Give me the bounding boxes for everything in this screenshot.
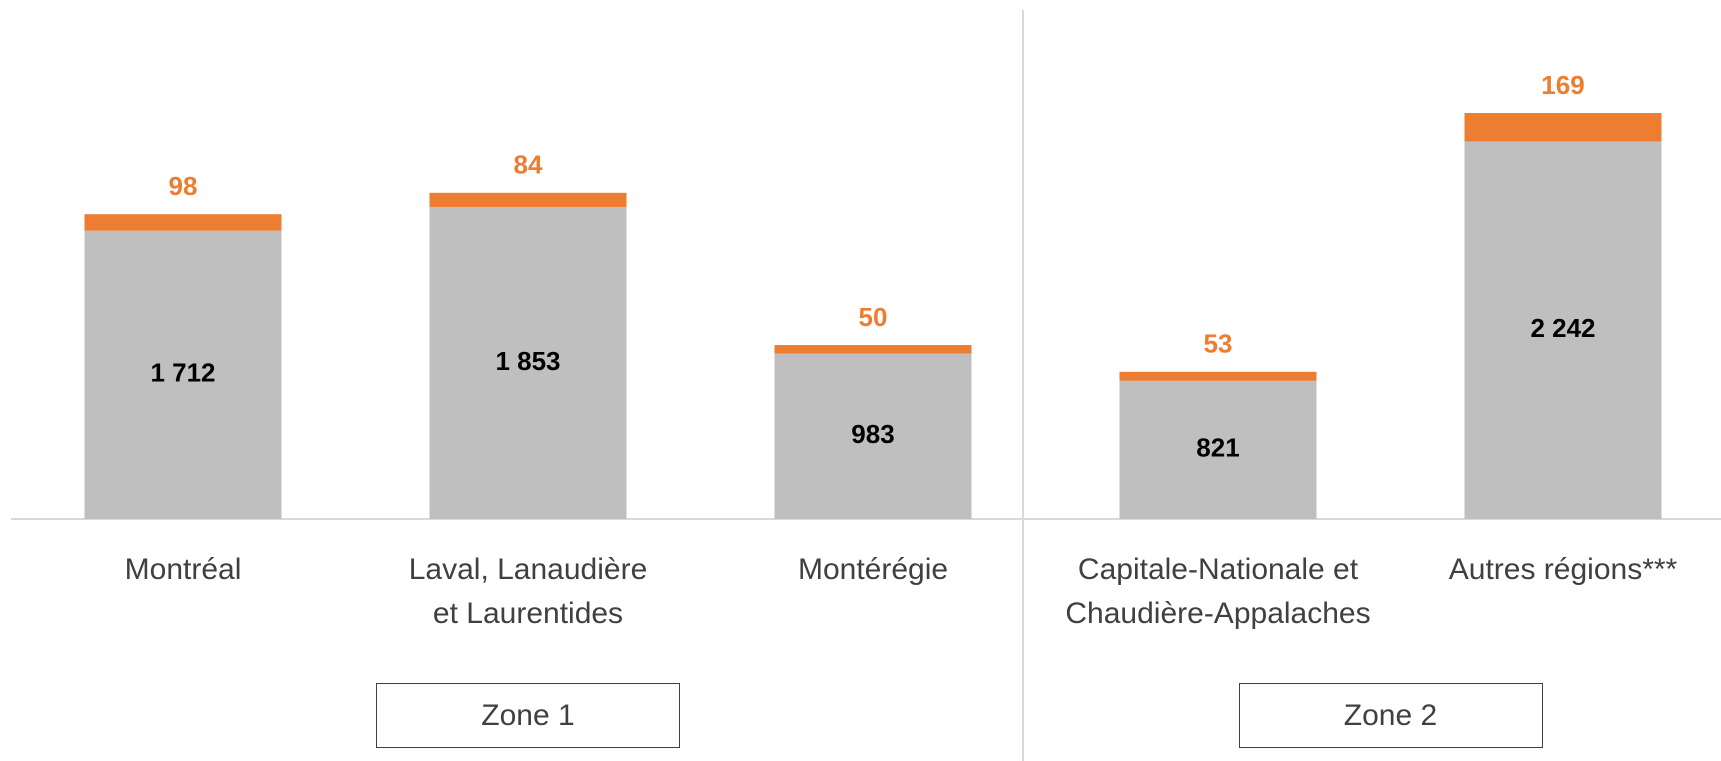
category-label: Laval, Lanaudière et Laurentides xyxy=(408,553,648,630)
bar-segment xyxy=(84,214,282,231)
bar-segment xyxy=(84,230,282,519)
bar-segment xyxy=(774,345,972,354)
value-label: 2 242 xyxy=(1530,313,1595,343)
bar-segment xyxy=(429,206,627,519)
bar-segment xyxy=(429,192,627,207)
bar-segment xyxy=(774,353,972,519)
bar-segment xyxy=(1119,371,1317,381)
zone-label: Zone 2 xyxy=(1238,683,1543,748)
value-label: 98 xyxy=(169,171,198,201)
bar-segment xyxy=(1464,141,1662,519)
value-label: 50 xyxy=(859,302,888,332)
value-label: 84 xyxy=(514,150,543,180)
category-label: Montréal xyxy=(124,553,242,586)
value-label: 1 853 xyxy=(495,346,560,376)
value-label: 53 xyxy=(1204,329,1233,359)
zone-label: Zone 1 xyxy=(376,683,680,748)
category-label: Autres régions*** xyxy=(1448,553,1678,586)
value-label: 821 xyxy=(1196,433,1239,463)
value-label: 983 xyxy=(851,419,894,449)
category-label: Capitale-Nationale et Chaudière-Appalach… xyxy=(1065,553,1371,630)
category-label: Montérégie xyxy=(797,553,949,586)
value-label: 1 712 xyxy=(150,358,215,388)
bar-segment xyxy=(1119,380,1317,519)
bar-segment xyxy=(1464,113,1662,142)
value-label: 169 xyxy=(1541,70,1584,100)
